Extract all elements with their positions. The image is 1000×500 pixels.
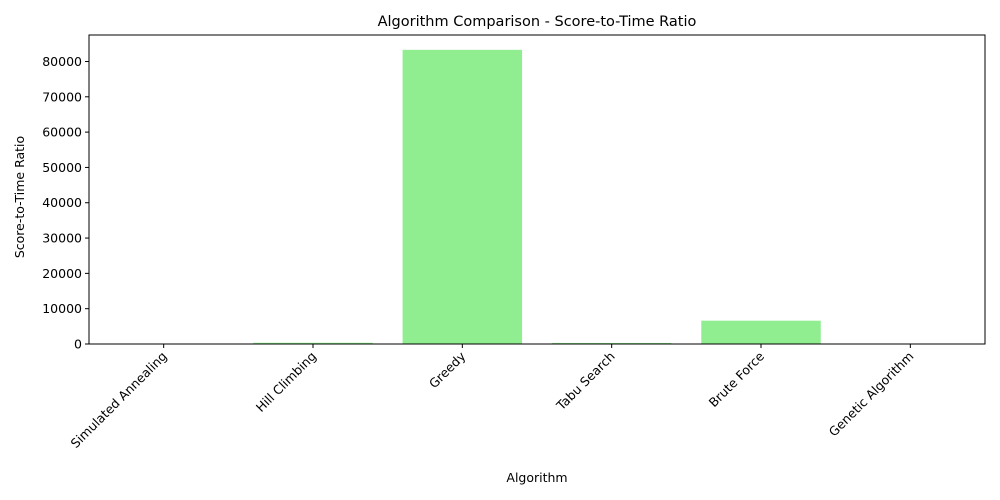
y-tick-label: 80000 [42,54,82,69]
y-tick-label: 70000 [42,89,82,104]
y-tick-label: 20000 [42,266,82,281]
y-axis-label: Score-to-Time Ratio [12,136,27,258]
y-tick-label: 50000 [42,160,82,175]
bar-hill-climbing [253,342,373,344]
x-tick-label: Simulated Annealing [67,349,169,451]
bar-brute-force [701,320,821,344]
y-tick-label: 60000 [42,125,82,140]
y-tick-label: 30000 [42,231,82,246]
plot-area: 0 10000 20000 30000 40000 50000 60000 70000 8000… [42,34,986,451]
axes-frame [88,34,986,345]
x-tick-label: Genetic Algorithm [826,349,917,440]
bar-greedy [402,49,523,344]
bar-tabu-search [551,342,672,344]
y-tick-label: 40000 [42,195,82,210]
x-tick-label: Hill Climbing [253,349,319,415]
y-tick-label: 10000 [42,301,82,316]
x-tick-label: Tabu Search [553,349,618,414]
chart-title: Algorithm Comparison - Score-to-Time Rat… [378,14,697,30]
x-tick-label: Brute Force [706,348,768,410]
x-tick-label: Greedy [426,348,469,391]
y-tick-label: 0 [74,337,82,352]
x-axis-label: Algorithm [506,470,567,485]
